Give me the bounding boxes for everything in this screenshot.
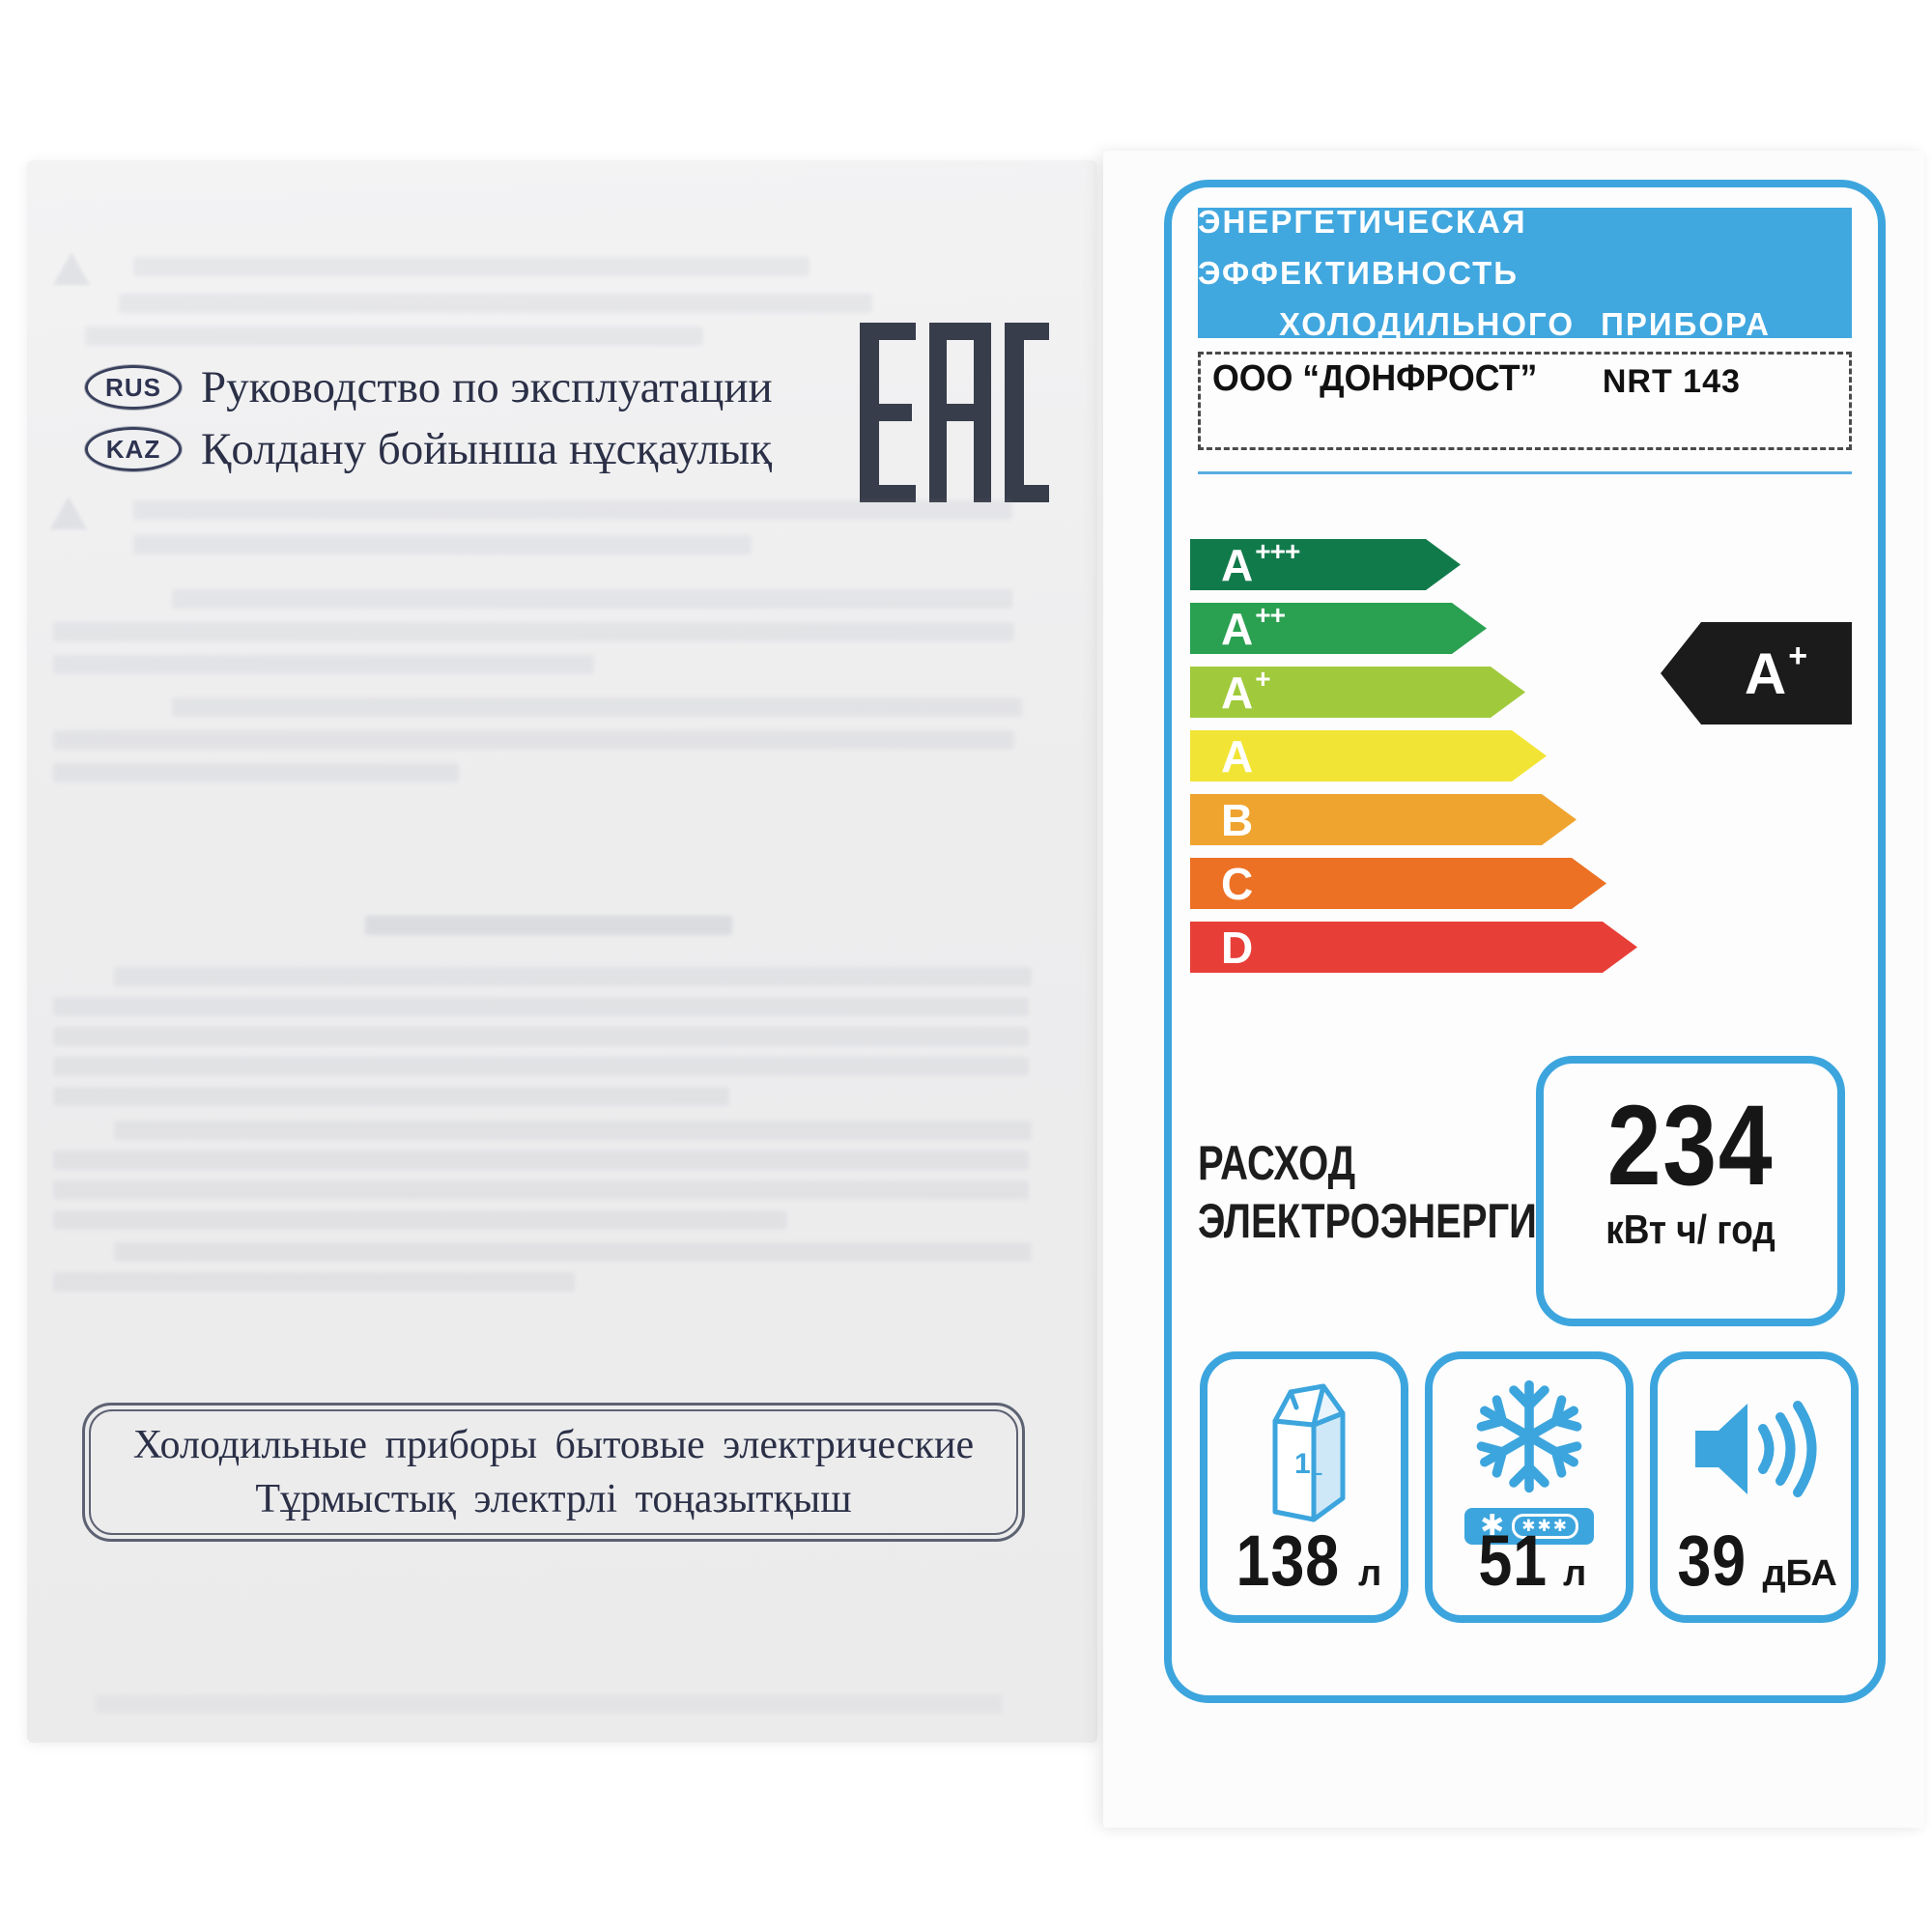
ghost-text-line: [53, 1087, 729, 1106]
ghost-text-line: [53, 1151, 1029, 1170]
ghost-text-line: [53, 1027, 1029, 1046]
energy-class-letter: B: [1221, 794, 1254, 845]
freezer-volume-value: 51: [1478, 1520, 1548, 1601]
fridge-volume-box: 1 L 138 л: [1200, 1351, 1408, 1623]
ghost-text-line: [114, 1121, 1032, 1140]
language-row-kaz: KAZ Қолдану бойынша нұсқаулық: [85, 423, 772, 475]
consumption-value: 234: [1606, 1082, 1775, 1209]
ghost-text-line: [133, 535, 752, 554]
fridge-volume-unit: л: [1358, 1553, 1382, 1594]
energy-class-arrow: D: [1190, 922, 1637, 973]
device-rating-plus: +: [1788, 637, 1807, 674]
energy-label-frame: ЭНЕРГЕТИЧЕСКАЯ ЭФФЕКТИВНОСТЬ ХОЛОДИЛЬНОГ…: [1164, 180, 1886, 1703]
ghost-text-line: [53, 997, 1029, 1016]
rus-badge: RUS: [85, 365, 182, 410]
product-name-ru: Холодильные приборы бытовые электрически…: [132, 1422, 975, 1467]
rus-title: Руководство по эксплуатации: [201, 362, 773, 412]
freezer-volume-unit: л: [1563, 1553, 1587, 1594]
ghost-text-line: [133, 500, 1012, 520]
energy-class-arrow: A ++: [1190, 603, 1487, 654]
kaz-badge: KAZ: [85, 427, 182, 471]
ghost-text-line: [53, 1272, 575, 1292]
noise-level-unit: дБА: [1762, 1553, 1837, 1594]
consumption-label-line2: ЭЛЕКТРОЭНЕРГИИ: [1198, 1194, 1565, 1248]
svg-text:1: 1: [1294, 1448, 1311, 1480]
ghost-heading: [365, 916, 732, 935]
eac-mark: [860, 323, 1049, 507]
ghost-text-line: [53, 622, 1014, 641]
warning-triangle-icon: [53, 252, 90, 285]
ghost-text-line: [114, 1242, 1032, 1262]
energy-class-plus: +++: [1255, 535, 1300, 566]
warning-triangle-icon: [50, 497, 87, 529]
ghost-text-line: [53, 763, 459, 782]
energy-class-arrow: A: [1190, 730, 1547, 781]
energy-class-scale: A +++ A ++ A + A B C D: [1190, 539, 1692, 993]
freezer-star-rating-badge: ✱ ✱✱✱: [1464, 1508, 1594, 1545]
model-number: NRT 143: [1602, 363, 1741, 400]
device-rating-letter: A: [1744, 640, 1787, 706]
label-title-line2: ХОЛОДИЛЬНОГО ПРИБОРА: [1279, 306, 1771, 342]
energy-class-letter: A: [1221, 603, 1254, 654]
consumption-label-line1: РАСХОД: [1198, 1136, 1356, 1190]
noise-level-value: 39: [1677, 1520, 1747, 1601]
ghost-text-line: [172, 589, 1012, 609]
ghost-text-line: [53, 1210, 787, 1230]
energy-class-letter: D: [1221, 922, 1254, 973]
manual-page: RUS Руководство по эксплуатации KAZ Қолд…: [27, 160, 1097, 1743]
energy-class-letter: C: [1221, 858, 1254, 909]
energy-class-letter: A: [1221, 730, 1254, 781]
device-rating-arrow: A +: [1661, 622, 1852, 724]
snowflake-icon: ✱ ✱✱✱: [1433, 1375, 1626, 1545]
label-title: ЭНЕРГЕТИЧЕСКАЯ ЭФФЕКТИВНОСТЬ ХОЛОДИЛЬНОГ…: [1198, 204, 1852, 342]
ghost-text-line: [114, 967, 1032, 986]
ghost-text-line: [85, 327, 703, 346]
ghost-text-line: [53, 1057, 1029, 1076]
label-title-line1: ЭНЕРГЕТИЧЕСКАЯ ЭФФЕКТИВНОСТЬ: [1198, 204, 1527, 291]
energy-class-letter: A: [1221, 667, 1254, 718]
eac-mark-glyphs: [860, 323, 1049, 502]
product-name-kz: Тұрмыстық электрлі тоңазытқыш: [255, 1477, 852, 1521]
consumption-box: 234 кВт ч/ год: [1536, 1056, 1845, 1326]
ghost-text-line: [133, 257, 810, 276]
energy-class-arrow: A +++: [1190, 539, 1461, 590]
ghost-text-line: [53, 1180, 1029, 1200]
manufacturer-box: ООО “ДОНФРОСТ” NRT 143: [1198, 352, 1852, 450]
ghost-text-line: [53, 655, 594, 674]
ghost-text-line: [172, 697, 1022, 717]
noise-level-box: 39 дБА: [1650, 1351, 1859, 1623]
product-name-box-inner: Холодильные приборы бытовые электрически…: [89, 1409, 1018, 1535]
energy-class-plus: +: [1255, 663, 1270, 694]
kaz-title: Қолдану бойынша нұсқаулық: [201, 424, 773, 474]
freezer-volume-box: ✱ ✱✱✱ 51 л: [1425, 1351, 1634, 1623]
milk-carton-icon: 1 L: [1208, 1375, 1401, 1527]
manufacturer-name: ООО “ДОНФРОСТ”: [1212, 358, 1538, 399]
energy-class-plus: ++: [1255, 599, 1285, 630]
energy-class-letter: A: [1221, 539, 1254, 590]
product-name-box: Холодильные приборы бытовые электрически…: [82, 1403, 1025, 1542]
energy-class-arrow: B: [1190, 794, 1577, 845]
language-row-rus: RUS Руководство по эксплуатации: [85, 361, 773, 413]
ghost-text-line: [95, 1694, 1003, 1714]
fridge-volume-value: 138: [1236, 1520, 1340, 1601]
ghost-text-line: [119, 294, 872, 313]
consumption-unit: кВт ч/ год: [1605, 1207, 1776, 1252]
energy-class-arrow: A +: [1190, 667, 1525, 718]
ghost-text-line: [53, 730, 1014, 750]
consumption-label: РАСХОД ЭЛЕКТРОЭНЕРГИИ: [1198, 1134, 1565, 1250]
svg-text:L: L: [1312, 1460, 1322, 1479]
header-divider: [1198, 471, 1852, 474]
freezer-three-stars: ✱✱✱: [1512, 1514, 1578, 1539]
energy-label-page: ЭНЕРГЕТИЧЕСКАЯ ЭФФЕКТИВНОСТЬ ХОЛОДИЛЬНОГ…: [1103, 151, 1924, 1828]
freezer-star: ✱: [1480, 1510, 1505, 1542]
speaker-icon: [1658, 1388, 1851, 1510]
energy-class-arrow: C: [1190, 858, 1606, 909]
